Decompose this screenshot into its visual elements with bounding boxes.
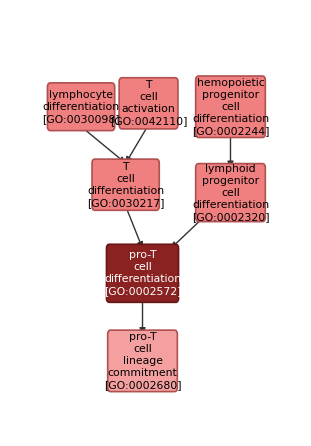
FancyBboxPatch shape xyxy=(48,83,115,131)
Text: pro-T
cell
differentiation
[GO:0002572]: pro-T cell differentiation [GO:0002572] xyxy=(104,250,181,296)
Text: lymphoid
progenitor
cell
differentiation
[GO:0002320]: lymphoid progenitor cell differentiation… xyxy=(192,164,269,222)
Text: hemopoietic
progenitor
cell
differentiation
[GO:0002244]: hemopoietic progenitor cell differentiat… xyxy=(192,78,269,136)
Text: T
cell
activation
[GO:0042110]: T cell activation [GO:0042110] xyxy=(110,80,187,126)
FancyBboxPatch shape xyxy=(196,76,265,137)
FancyBboxPatch shape xyxy=(119,78,178,129)
FancyBboxPatch shape xyxy=(196,164,265,222)
Text: T
cell
differentiation
[GO:0030217]: T cell differentiation [GO:0030217] xyxy=(87,162,165,208)
FancyBboxPatch shape xyxy=(92,159,159,211)
Text: pro-T
cell
lineage
commitment
[GO:0002680]: pro-T cell lineage commitment [GO:000268… xyxy=(104,332,181,390)
FancyBboxPatch shape xyxy=(108,330,177,392)
Text: lymphocyte
differentiation
[GO:0030098]: lymphocyte differentiation [GO:0030098] xyxy=(42,90,120,124)
FancyBboxPatch shape xyxy=(106,244,179,302)
